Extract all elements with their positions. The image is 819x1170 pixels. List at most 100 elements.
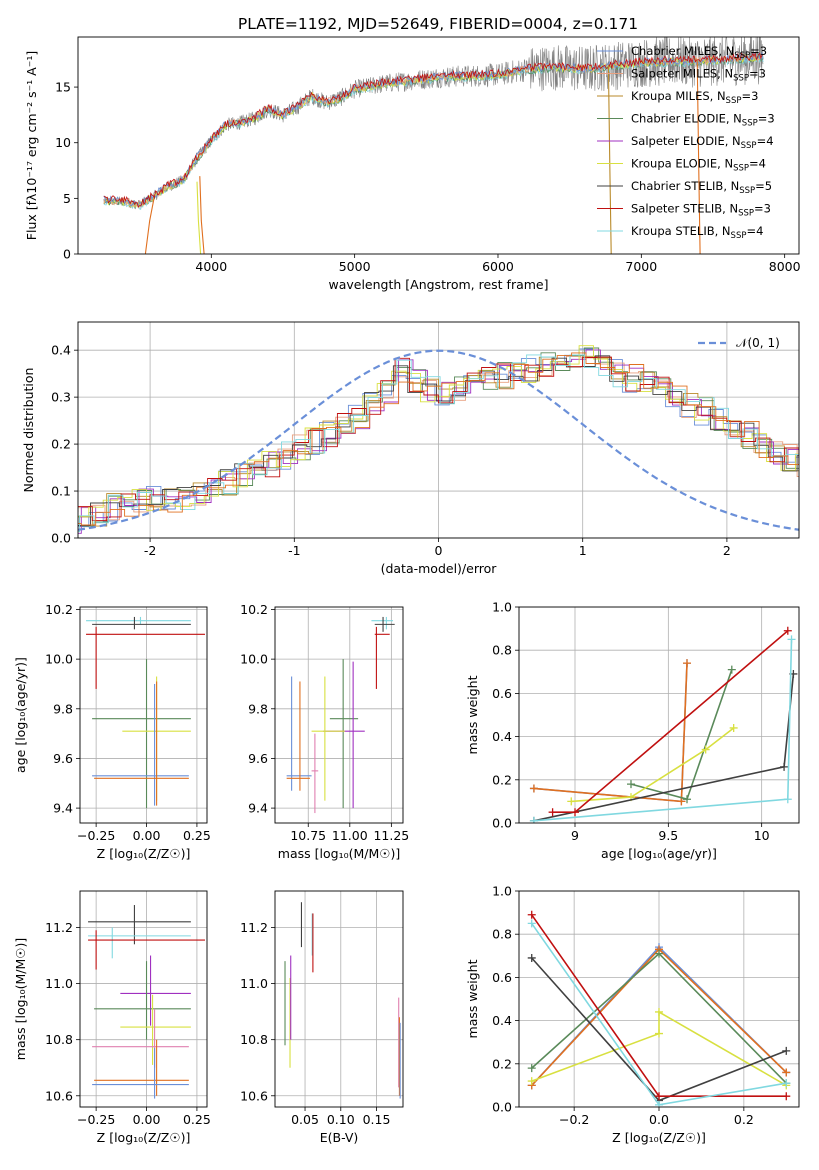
plot-area <box>78 322 799 538</box>
spectrum-model-dropout <box>696 59 701 254</box>
errorbar-point <box>94 1039 189 1096</box>
spectrum-model-dropout <box>607 64 612 254</box>
legend-label: Salpeter MILES, NSSP=3 <box>631 67 766 84</box>
legend-item: Kroupa STELIB, NSSP=4 <box>597 224 763 241</box>
plot-area <box>80 891 207 1107</box>
y-tick-label: 9.6 <box>248 751 268 766</box>
y-tick-label: 15 <box>55 80 71 95</box>
y-tick-label: 1.0 <box>492 884 512 899</box>
residual-histogram-series <box>78 356 799 522</box>
weight-series <box>567 723 738 806</box>
x-axis-label: Z [log₁₀(Z/Z☉)] <box>97 1130 191 1145</box>
chart-residuals: -2 -1 0 1 2 0.0 0.1 0.2 0.3 0.4 (data-model)/error… <box>21 321 800 576</box>
errorbar-point <box>120 955 191 1026</box>
errorbar-point <box>374 616 395 632</box>
residual-histogram-series <box>78 354 799 533</box>
x-tick-label: 0 <box>435 543 443 558</box>
y-tick-label: 0.2 <box>492 1056 512 1071</box>
errorbar-point <box>94 961 191 1040</box>
axes-frame <box>274 890 404 1108</box>
weight-series-marker <box>529 784 538 793</box>
y-tick-label: 5 <box>63 191 71 206</box>
x-axis-label: E(B-V) <box>320 1130 359 1145</box>
weight-series-marker <box>567 797 576 806</box>
weight-series-marker <box>627 780 635 789</box>
y-tick-label: 9.4 <box>248 801 268 816</box>
weight-series <box>527 919 791 1107</box>
weight-series <box>529 659 691 806</box>
x-tick-label: 11.25 <box>373 828 409 843</box>
chart-mass-vs-Z: −0.25 0.00 0.25 10.6 10.8 11.0 11.2 Z [log₁₀(Z/… <box>13 890 211 1145</box>
errorbar-point <box>323 661 365 809</box>
x-tick-label: 10.75 <box>290 828 326 843</box>
y-tick-label: 11.2 <box>45 920 73 935</box>
weight-series-marker <box>655 1007 663 1016</box>
figure-title: PLATE=1192, MJD=52649, FIBERID=0004, z=0… <box>238 15 638 33</box>
errorbar-point <box>329 659 359 809</box>
chart-weight-vs-Z: −0.2 0.0 0.2 0.0 0.2 0.4 0.6 0.8 1.0 Z [log₁₀(Z/Z… <box>465 884 800 1145</box>
y-axis-label: age [log₁₀(age/yr)] <box>13 657 28 773</box>
legend-label: Chabrier ELODIE, NSSP=3 <box>631 112 775 129</box>
errorbar-point <box>92 616 191 630</box>
weight-series-marker <box>527 1064 536 1073</box>
x-tick-label: 2 <box>723 543 731 558</box>
x-axis-label: Z [log₁₀(Z/Z☉)] <box>612 1130 706 1145</box>
plot-area <box>275 891 403 1107</box>
x-tick-label: 0.25 <box>183 1112 211 1127</box>
residual-histogram-series <box>78 345 799 517</box>
x-tick-label: 7000 <box>625 259 657 274</box>
residual-legend: 𝒩(0, 1) <box>698 336 780 350</box>
axes-frame <box>77 321 800 539</box>
y-tick-label: 0.6 <box>492 686 512 701</box>
weight-series-marker <box>783 795 792 804</box>
x-tick-label: 9.5 <box>658 828 678 843</box>
legend-item: Chabrier STELIB, NSSP=5 <box>597 179 772 196</box>
y-axis-label: Flux [fλ10⁻¹⁷ erg cm⁻² s⁻¹ A⁻¹] <box>24 51 39 240</box>
y-tick-label: 1.0 <box>492 600 512 615</box>
chart-spectrum: 4000 5000 6000 7000 8000 0 5 10 15 wavelength [An… <box>24 36 801 292</box>
chart-mass-vs-ebv: 0.05 0.10 0.15 10.6 10.8 11.0 11.2 E(B-V) <box>240 890 404 1145</box>
legend-label: Chabrier MILES, NSSP=3 <box>631 44 767 61</box>
x-tick-label: 5000 <box>339 259 371 274</box>
plot-area <box>519 891 799 1107</box>
axes-frame <box>79 606 208 824</box>
weight-series <box>548 626 792 817</box>
weight-series-line <box>533 663 688 803</box>
legend-label: Salpeter STELIB, NSSP=3 <box>631 202 771 219</box>
weight-series-marker <box>701 745 710 754</box>
y-tick-label: 10.8 <box>240 1032 268 1047</box>
y-tick-label: 0.8 <box>492 927 512 942</box>
axes-frame <box>77 36 800 255</box>
x-tick-label: −0.25 <box>77 828 115 843</box>
x-tick-label: -1 <box>288 543 300 558</box>
residual-histogram-series <box>78 355 799 521</box>
y-tick-label: 0 <box>63 247 71 262</box>
weight-series-line <box>571 727 735 803</box>
legend-item: Salpeter STELIB, NSSP=3 <box>597 202 771 219</box>
residual-histogram-series <box>78 347 799 527</box>
y-tick-label: 0.2 <box>492 772 512 787</box>
chart-age-vs-mass: 10.75 11.00 11.25 9.4 9.6 9.8 10.0 10.2 mass [lo… <box>240 602 409 861</box>
errorbar-point <box>92 659 191 809</box>
spectrum-model-dropout <box>196 181 202 254</box>
y-tick-label: 0.4 <box>492 1013 512 1028</box>
weight-series-line <box>552 630 789 813</box>
legend-item: Salpeter ELODIE, NSSP=4 <box>597 134 774 151</box>
weight-series-line <box>533 673 795 822</box>
weight-series-marker <box>780 762 789 771</box>
y-axis-label: mass weight <box>465 675 480 754</box>
y-tick-label: 10.8 <box>45 1032 73 1047</box>
weight-series <box>627 665 736 804</box>
y-axis-label: mass weight <box>465 959 480 1038</box>
legend-item: Salpeter MILES, NSSP=3 <box>597 67 766 84</box>
weight-series-marker <box>571 808 579 817</box>
y-tick-label: 10.6 <box>240 1088 268 1103</box>
y-tick-label: 0.0 <box>51 531 71 546</box>
plot-area <box>275 607 403 823</box>
x-tick-label: 0.25 <box>183 828 211 843</box>
weight-series-marker <box>683 795 691 804</box>
x-tick-label: 0.10 <box>327 1112 355 1127</box>
axes-frame <box>79 890 208 1108</box>
y-tick-label: 0.0 <box>492 1100 512 1115</box>
y-tick-label: 0.2 <box>51 437 71 452</box>
